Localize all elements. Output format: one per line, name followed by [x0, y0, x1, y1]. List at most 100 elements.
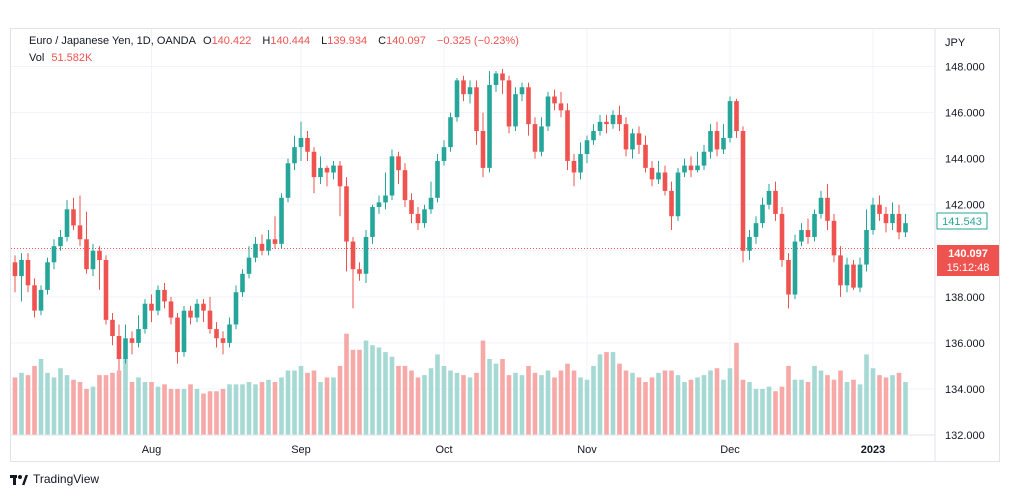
volume-bar: [97, 375, 102, 435]
candle-body: [513, 94, 518, 127]
price-tick-label: 148.000: [945, 62, 985, 74]
candle: [493, 71, 499, 92]
volume-bar: [422, 375, 427, 435]
candle: [350, 236, 356, 309]
price-tick-label: 134.000: [945, 384, 985, 396]
volume-bar: [708, 370, 713, 435]
volume-bar: [415, 377, 421, 435]
volume-bar: [571, 370, 577, 435]
candle: [708, 124, 713, 159]
time-tick-label: Nov: [577, 444, 597, 456]
candle: [64, 200, 70, 242]
candle: [344, 177, 349, 272]
candle-body: [656, 172, 661, 180]
candle: [45, 257, 50, 295]
candle: [903, 213, 908, 237]
candle-body: [142, 303, 148, 330]
candle: [779, 207, 785, 267]
candle: [142, 299, 148, 334]
candle-body: [84, 239, 89, 270]
candle-body: [571, 160, 577, 173]
volume-bars: [12, 333, 908, 435]
volume-bar: [493, 363, 499, 435]
volume-bar: [565, 363, 570, 435]
volume-bar: [604, 352, 609, 435]
candle: [526, 82, 531, 136]
volume-bar: [441, 365, 447, 435]
volume-bar: [12, 377, 18, 435]
candle-body: [123, 338, 128, 360]
candle-body: [669, 190, 674, 217]
candle: [19, 253, 24, 302]
grid-lines: [11, 29, 935, 436]
volume-bar: [519, 375, 525, 435]
candle: [571, 154, 577, 187]
candle-body: [695, 165, 700, 171]
time-tick-label: Aug: [142, 444, 162, 456]
volume-bar: [240, 384, 245, 435]
candle-body: [383, 195, 388, 203]
indicator-price-label: 141.543: [942, 216, 982, 228]
candle-body: [12, 262, 18, 277]
volume-bar: [812, 365, 817, 435]
candle-body: [630, 133, 635, 150]
volume-bar: [818, 370, 824, 435]
candle-body: [77, 225, 83, 240]
candle-body: [721, 137, 726, 150]
volume-bar: [194, 388, 200, 435]
candle-body: [110, 319, 115, 336]
candle-body: [38, 289, 44, 311]
volume-bar: [597, 354, 603, 435]
volume-bar: [370, 345, 375, 435]
candle: [565, 103, 570, 171]
volume-bar: [162, 384, 167, 435]
last-price-tag: 140.097 15:12:48: [937, 245, 999, 276]
candlestick-chart[interactable]: 132.000134.000136.000138.000140.000142.0…: [11, 29, 999, 461]
candle-body: [526, 87, 531, 125]
candle: [799, 223, 804, 247]
candle-body: [851, 264, 856, 288]
price-tick-label: 146.000: [945, 108, 985, 120]
price-unit-label: JPY: [945, 37, 966, 49]
volume-bar: [142, 382, 148, 435]
candle-body: [207, 310, 213, 330]
candle: [435, 154, 440, 203]
candle-body: [376, 202, 382, 208]
volume-bar: [825, 375, 830, 435]
candle: [584, 135, 590, 164]
volume-bar: [428, 368, 434, 435]
candle: [97, 246, 102, 290]
volume-bar: [305, 372, 310, 435]
candle-body: [25, 259, 31, 286]
volume-bar: [578, 377, 583, 435]
candle: [610, 110, 616, 129]
candles: [12, 68, 908, 371]
candle-body: [558, 103, 564, 111]
volume-bar: [38, 359, 44, 435]
time-tick-label: Sep: [291, 444, 311, 456]
brand[interactable]: TradingView: [10, 472, 99, 486]
candle-body: [292, 147, 297, 164]
candle: [669, 181, 674, 231]
candle-body: [45, 262, 50, 290]
candle: [545, 91, 551, 132]
volume-bar: [51, 377, 57, 435]
volume-bar: [727, 368, 733, 435]
volume-bar: [753, 388, 759, 435]
volume-bar: [259, 382, 265, 435]
candle: [253, 236, 258, 263]
symbol-title[interactable]: Euro / Japanese Yen, 1D, OANDA: [29, 35, 196, 47]
candle: [844, 257, 850, 293]
volume-bar: [227, 384, 232, 435]
candle-body: [272, 239, 278, 244]
volume-bar: [272, 382, 278, 435]
candle: [552, 89, 557, 111]
volume-bar: [890, 375, 895, 435]
candle: [292, 135, 297, 171]
candle: [467, 80, 473, 104]
candle: [500, 68, 505, 95]
candle-body: [259, 243, 265, 251]
candle-body: [454, 80, 460, 118]
candle-body: [51, 246, 57, 263]
volume-bar: [350, 349, 356, 435]
